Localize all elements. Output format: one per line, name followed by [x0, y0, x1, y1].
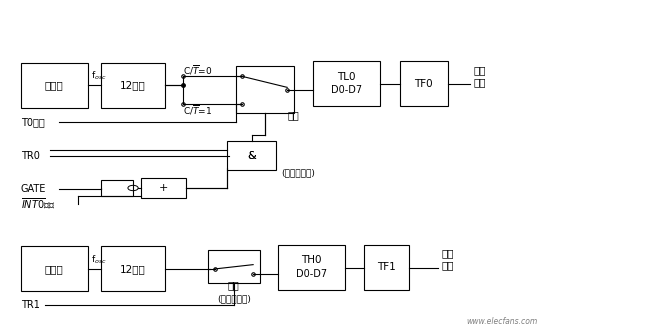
- Text: 振蕩器: 振蕩器: [45, 264, 64, 274]
- Text: 12分頻: 12分頻: [120, 264, 146, 274]
- Text: +: +: [159, 183, 168, 193]
- FancyBboxPatch shape: [21, 246, 88, 291]
- Text: 控制: 控制: [288, 110, 299, 120]
- FancyBboxPatch shape: [21, 63, 88, 108]
- Text: (高電平有效): (高電平有效): [217, 294, 251, 303]
- Text: C/$\overline{T}$=0: C/$\overline{T}$=0: [183, 64, 213, 77]
- FancyBboxPatch shape: [399, 61, 448, 107]
- FancyBboxPatch shape: [208, 250, 259, 283]
- FancyBboxPatch shape: [101, 63, 165, 108]
- Text: 控制: 控制: [228, 280, 240, 290]
- Text: $\overline{INT0}$引腳: $\overline{INT0}$引腳: [21, 197, 55, 211]
- FancyBboxPatch shape: [313, 61, 381, 107]
- Text: TR1: TR1: [21, 300, 39, 310]
- Text: 振蕩器: 振蕩器: [45, 81, 64, 90]
- Text: &: &: [247, 151, 256, 161]
- Text: 中斷: 中斷: [441, 248, 454, 258]
- Text: 12分頻: 12分頻: [120, 81, 146, 90]
- Text: &: &: [248, 151, 256, 161]
- Text: D0-D7: D0-D7: [331, 85, 362, 95]
- FancyBboxPatch shape: [236, 67, 293, 113]
- FancyBboxPatch shape: [277, 245, 345, 290]
- Text: 中斷: 中斷: [473, 66, 486, 75]
- Text: (高電平有效): (高電平有效): [281, 168, 315, 177]
- FancyBboxPatch shape: [228, 141, 275, 170]
- Text: f$_{osc}$: f$_{osc}$: [92, 70, 107, 82]
- Text: TF0: TF0: [414, 79, 433, 89]
- Text: C/$\overline{T}$=1: C/$\overline{T}$=1: [183, 104, 212, 117]
- Text: D0-D7: D0-D7: [295, 268, 327, 279]
- FancyBboxPatch shape: [141, 178, 186, 198]
- Text: TH0: TH0: [301, 255, 321, 265]
- Text: 請求: 請求: [441, 260, 454, 270]
- Text: GATE: GATE: [21, 184, 46, 194]
- Text: www.elecfans.com: www.elecfans.com: [467, 317, 538, 326]
- Text: TF1: TF1: [377, 262, 396, 272]
- FancyBboxPatch shape: [364, 245, 409, 290]
- FancyBboxPatch shape: [101, 180, 133, 196]
- Text: f$_{osc}$: f$_{osc}$: [92, 253, 107, 265]
- Text: TR0: TR0: [21, 151, 39, 161]
- Text: T0引腳: T0引腳: [21, 117, 45, 127]
- FancyBboxPatch shape: [101, 246, 165, 291]
- Text: 請求: 請求: [473, 77, 486, 87]
- Text: TL0: TL0: [337, 72, 356, 82]
